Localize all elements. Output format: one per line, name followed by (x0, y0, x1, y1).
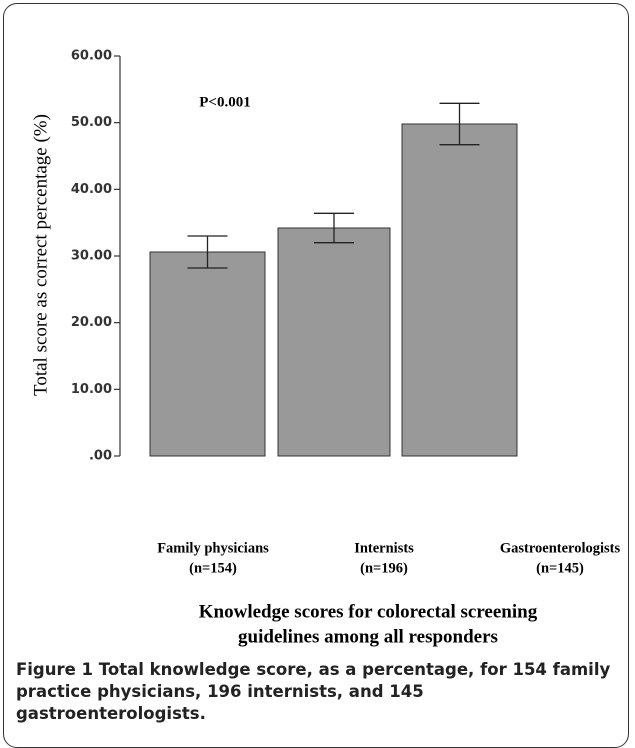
y-tick-label: 60.00 (71, 49, 112, 64)
y-tick-label: 50.00 (71, 115, 112, 130)
caption-label: Figure 1 (16, 660, 94, 679)
chart: P<0.001 Total score as correct percentag… (30, 49, 621, 648)
x-tick-label: Internists (354, 540, 414, 556)
x-tick-label: (n=196) (360, 560, 408, 576)
x-tick-label: (n=145) (536, 560, 584, 576)
y-tick-label: 40.00 (71, 182, 112, 197)
y-axis-label: Total score as correct percentage (%) (30, 114, 51, 396)
bar (401, 123, 518, 457)
x-axis-label: guidelines among all responders (238, 626, 498, 647)
annotation: P<0.001 (199, 94, 250, 110)
y-tick-label: .00 (89, 449, 112, 464)
y-tick-label: 20.00 (71, 315, 112, 330)
caption-text: Total knowledge score, as a percentage, … (16, 660, 611, 723)
x-tick-label: (n=154) (189, 560, 237, 576)
bar (149, 251, 266, 457)
x-tick-label: Family physicians (157, 540, 269, 556)
y-tick-label: 30.00 (71, 249, 112, 264)
bar (277, 227, 391, 457)
caption: Figure 1 Total knowledge score, as a per… (16, 659, 616, 725)
x-axis-label: Knowledge scores for colorectal screenin… (199, 601, 538, 622)
x-tick-label: Gastroenterologists (500, 540, 621, 556)
y-tick-label: 10.00 (71, 382, 112, 397)
